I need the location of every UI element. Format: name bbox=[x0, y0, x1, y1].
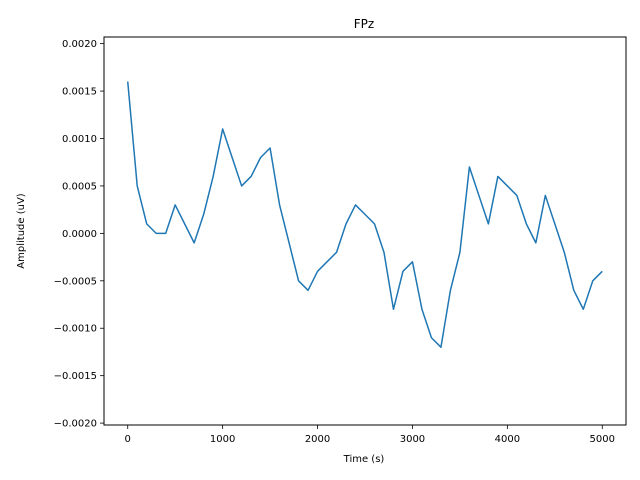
x-tick-label: 0 bbox=[125, 434, 131, 445]
y-tick-label: −0.0010 bbox=[54, 324, 97, 335]
y-tick-label: −0.0005 bbox=[54, 276, 97, 287]
y-axis-label: Amplitude (uV) bbox=[16, 193, 27, 269]
y-tick-label: 0.0020 bbox=[62, 39, 97, 50]
y-tick-label: 0.0005 bbox=[62, 181, 97, 192]
series-line bbox=[126, 81, 603, 348]
axis-ticks: 0 1000 2000 3000 4000 5000 −0.0020 −0.0015 −0.00… bbox=[54, 39, 615, 445]
x-tick-label: 5000 bbox=[590, 434, 615, 445]
x-tick-label: 3000 bbox=[400, 434, 425, 445]
plot-area bbox=[126, 81, 603, 348]
y-tick-label: 0.0015 bbox=[62, 87, 97, 98]
axes-frame bbox=[103, 36, 627, 426]
x-tick-label: 2000 bbox=[305, 434, 330, 445]
chart-title: FPz bbox=[354, 17, 374, 31]
y-tick-label: −0.0015 bbox=[54, 371, 97, 382]
x-tick-label: 1000 bbox=[210, 434, 235, 445]
x-tick-label: 4000 bbox=[495, 434, 520, 445]
y-tick-label: 0.0000 bbox=[62, 229, 97, 240]
x-axis-label: Time (s) bbox=[343, 454, 385, 465]
y-tick-label: 0.0010 bbox=[62, 134, 97, 145]
y-tick-label: −0.0020 bbox=[54, 419, 97, 430]
